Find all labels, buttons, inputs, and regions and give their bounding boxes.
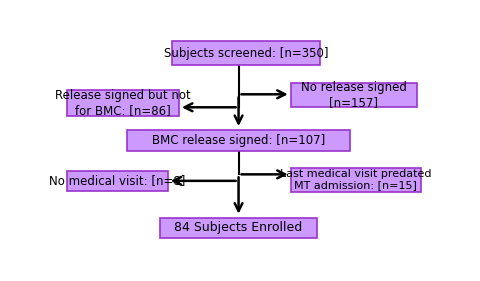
Text: 84 Subjects Enrolled: 84 Subjects Enrolled <box>174 221 303 234</box>
FancyBboxPatch shape <box>67 171 168 191</box>
FancyBboxPatch shape <box>127 130 350 151</box>
Text: No medical visit: [n=8]: No medical visit: [n=8] <box>49 174 186 187</box>
Text: Subjects screened: [n=350]: Subjects screened: [n=350] <box>164 47 328 60</box>
FancyBboxPatch shape <box>160 217 317 238</box>
Text: Release signed but not
for BMC: [n=86]: Release signed but not for BMC: [n=86] <box>55 89 191 117</box>
FancyBboxPatch shape <box>290 168 421 192</box>
FancyBboxPatch shape <box>67 90 179 116</box>
FancyBboxPatch shape <box>290 83 417 107</box>
Text: No release signed
[n=157]: No release signed [n=157] <box>301 81 407 109</box>
FancyBboxPatch shape <box>172 41 321 65</box>
Text: BMC release signed: [n=107]: BMC release signed: [n=107] <box>152 134 325 147</box>
Text: Last medical visit predated
MT admission: [n=15]: Last medical visit predated MT admission… <box>280 169 432 191</box>
